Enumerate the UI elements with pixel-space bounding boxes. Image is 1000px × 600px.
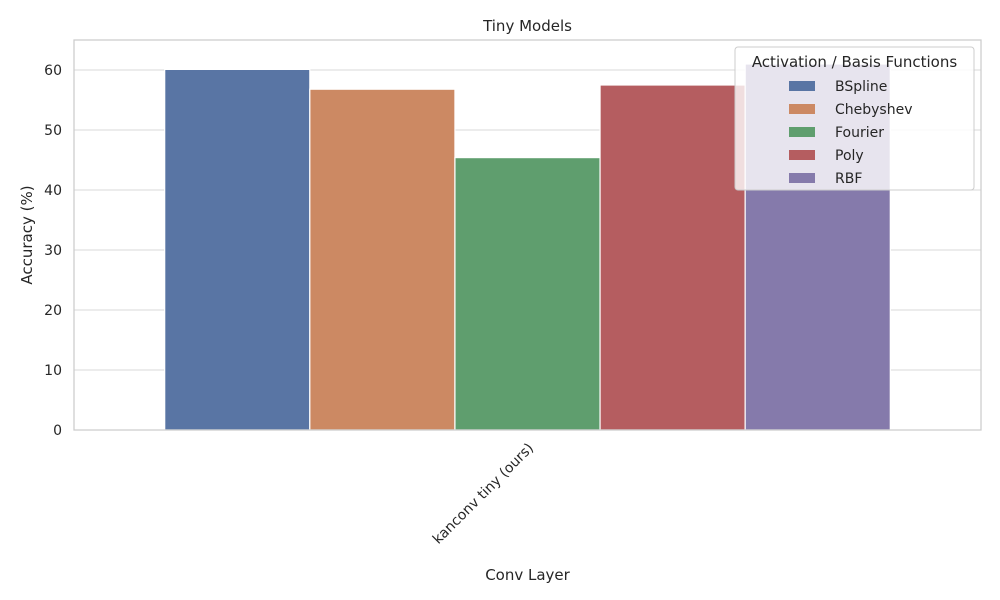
bar-chebyshev: [309, 88, 456, 431]
legend-label: Fourier: [835, 125, 884, 141]
y-tick-label: 30: [44, 243, 62, 259]
legend-label: RBF: [835, 171, 862, 187]
y-tick-label: 60: [44, 63, 62, 79]
bar-bspline: [164, 68, 311, 431]
plot-frame: [73, 39, 982, 431]
y-tick-label: 0: [53, 423, 62, 439]
legend: Activation / Basis Functions BSpline Cheb…: [734, 46, 975, 191]
legend-swatch: [789, 104, 815, 114]
legend-swatch: [789, 127, 815, 137]
legend-label: Chebyshev: [835, 102, 913, 118]
legend-label: BSpline: [835, 79, 887, 95]
y-tick-label: 40: [44, 183, 62, 199]
x-axis-title: Conv Layer: [485, 566, 570, 584]
legend-swatch: [789, 173, 815, 183]
y-axis-title: Accuracy (%): [18, 185, 36, 284]
legend-items: BSpline Chebyshev Fourier Poly RBF: [789, 79, 913, 187]
legend-swatch: [789, 81, 815, 91]
bar-poly: [599, 84, 746, 431]
y-tick-label: 50: [44, 123, 62, 139]
y-tick-label: 10: [44, 363, 62, 379]
chart-title: Tiny Models: [482, 17, 572, 35]
legend-label: Poly: [835, 148, 864, 164]
legend-title: Activation / Basis Functions: [752, 53, 958, 71]
y-tick-labels: 0 10 20 30 40 50 60: [44, 63, 62, 439]
legend-swatch: [789, 150, 815, 160]
bar-fourier: [454, 157, 601, 431]
y-tick-label: 20: [44, 303, 62, 319]
